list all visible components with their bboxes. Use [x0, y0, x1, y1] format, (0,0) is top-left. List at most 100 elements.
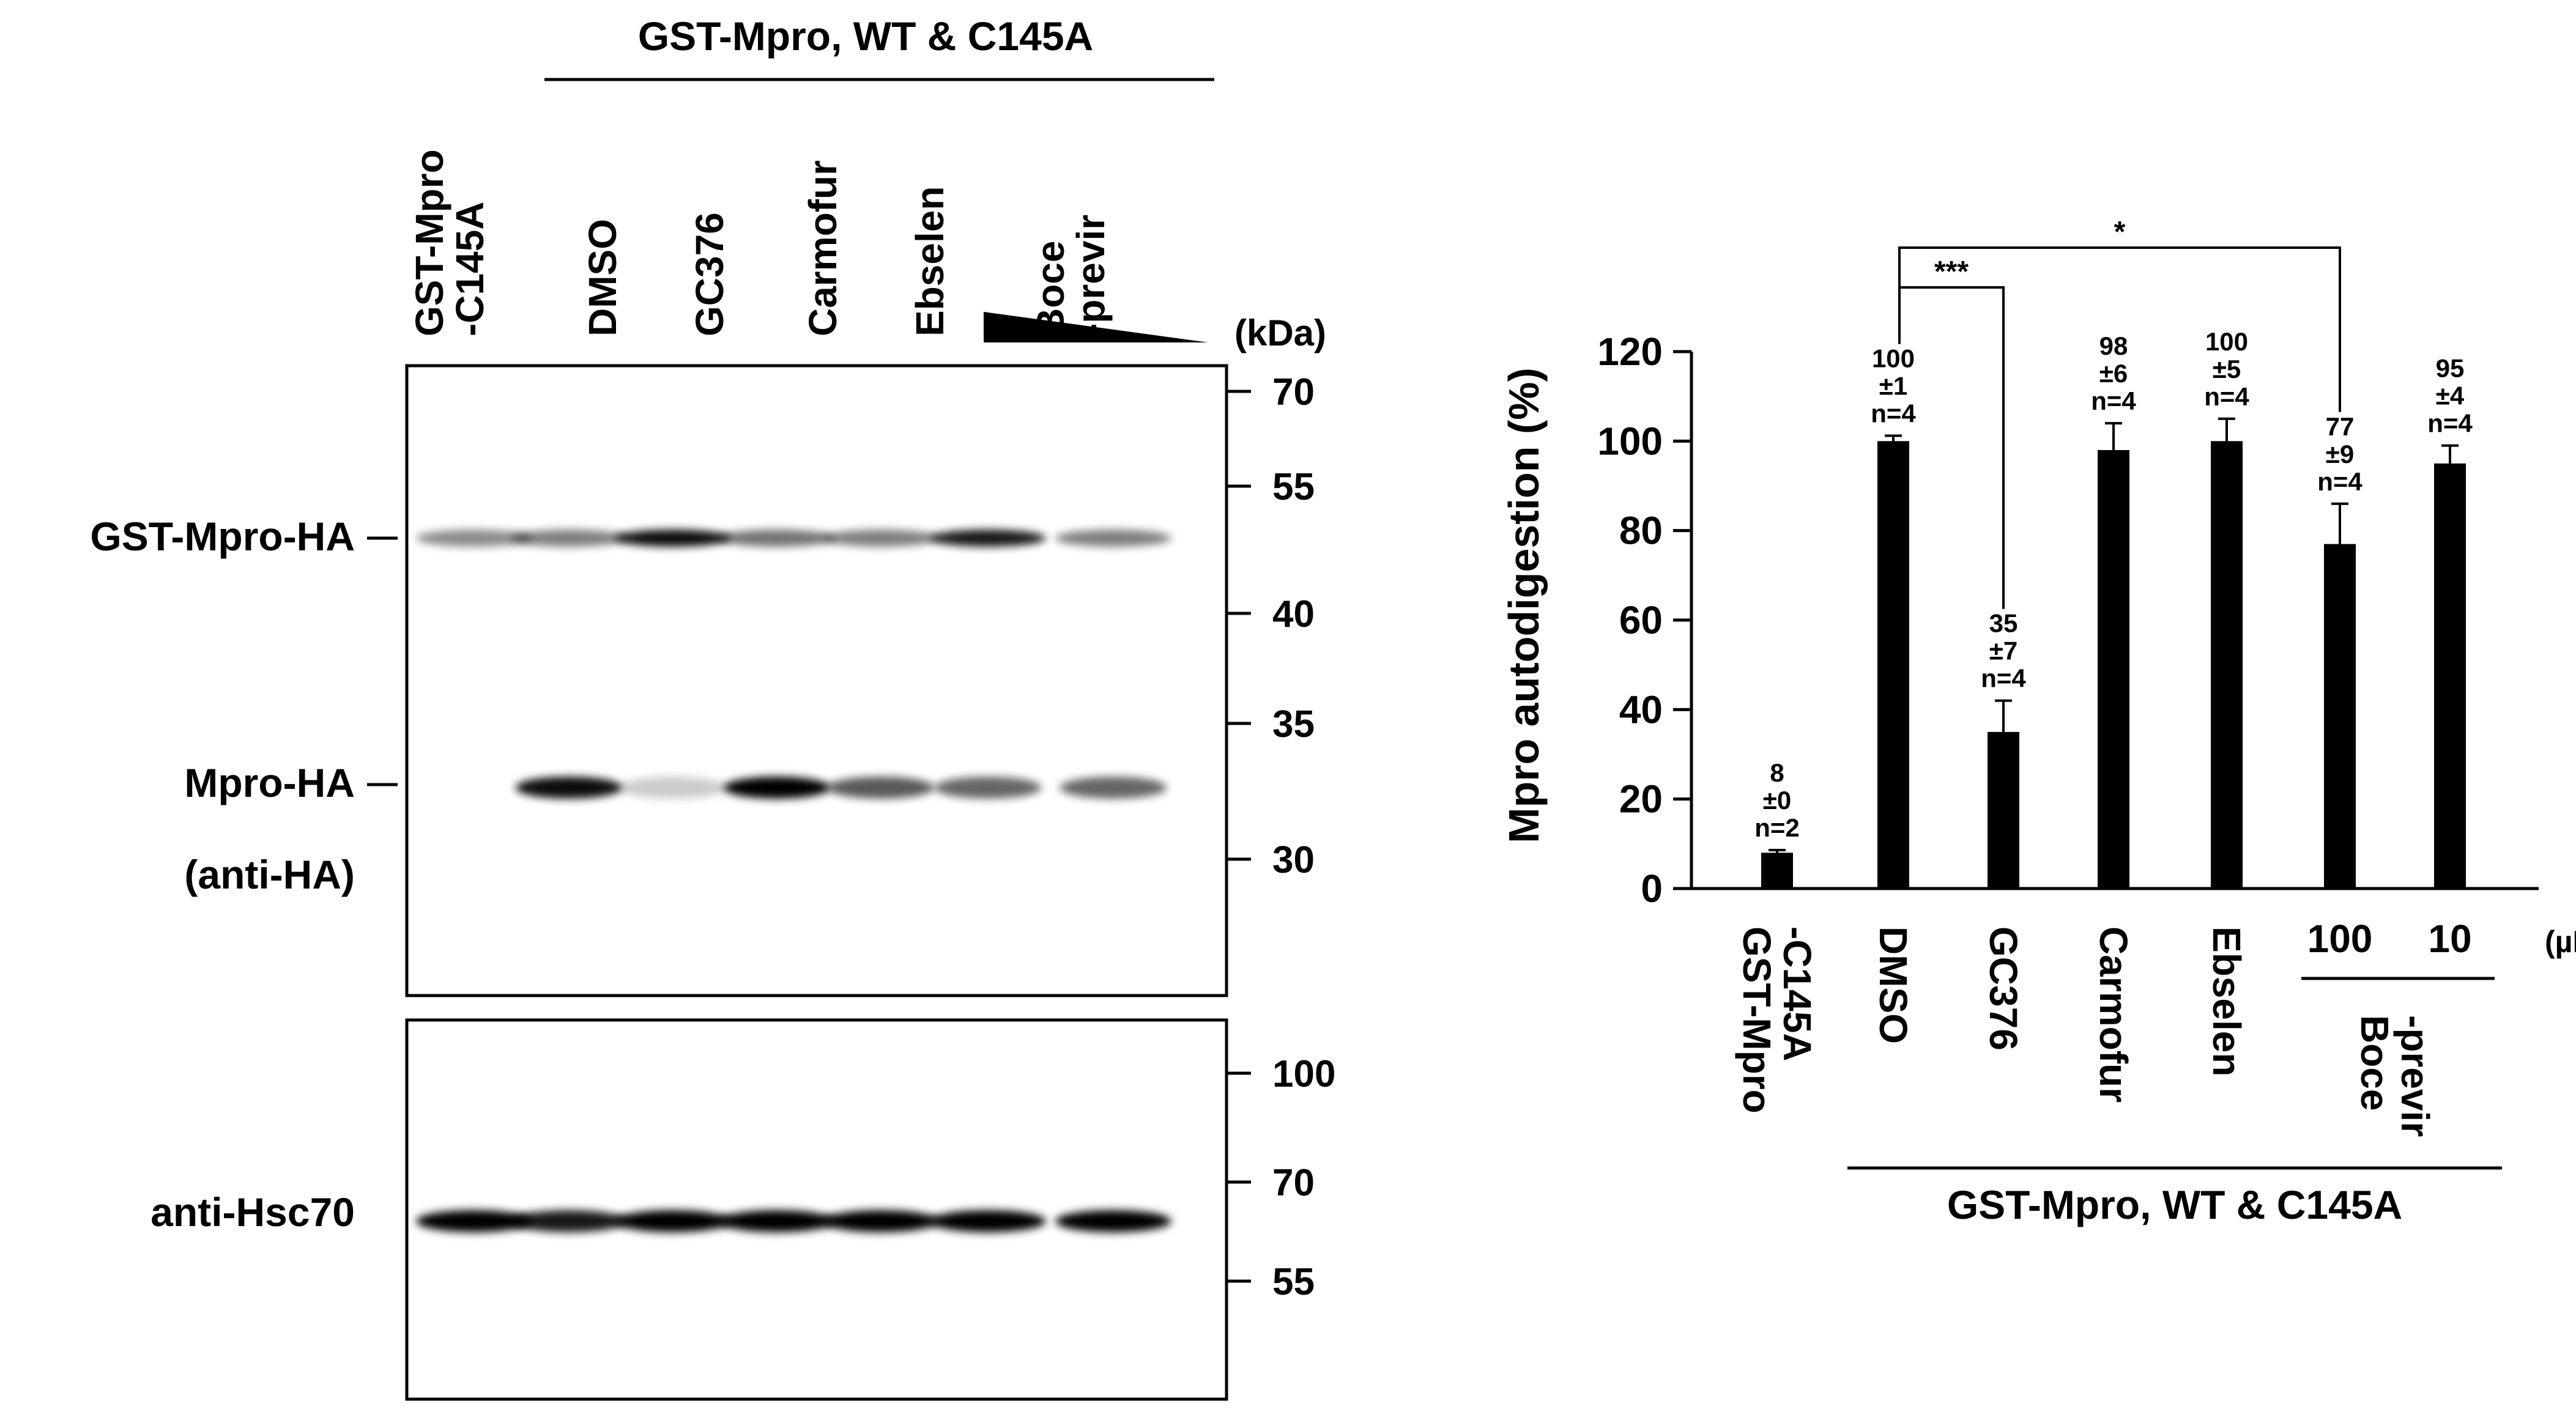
bar-dmso: [1877, 441, 1909, 889]
band-gst-mpro-ha: [615, 530, 731, 547]
lane-label-line: DMSO: [581, 219, 625, 336]
data-label: ±1: [1879, 372, 1907, 401]
x-group-label: GST-Mpro, WT & C145A: [1947, 1182, 2402, 1227]
data-label: 35: [1989, 609, 2018, 638]
data-label: ±6: [2099, 359, 2128, 388]
y-tick-label: 20: [1619, 777, 1663, 821]
data-label: n=4: [1981, 664, 2026, 693]
boceprevir-concentration-wedge: [984, 312, 1208, 342]
y-axis-ticks: 0 20 40 60 80 100 120: [1597, 330, 1691, 911]
bar-gst-mpro-c145a: [1761, 852, 1793, 889]
mw-marker-100: 100: [1272, 1053, 1335, 1095]
data-label: ±9: [2326, 440, 2354, 468]
upper-blot-membrane: [405, 364, 1228, 997]
x-tick-label-gc376: GC376: [1981, 926, 2025, 1051]
x-tick-label-gst-mpro-c145a: GST-Mpro-C145A: [1735, 926, 1819, 1114]
x-axis-category-labels: GST-Mpro-C145A DMSO GC376 Carmofur Ebselen 10…: [1735, 917, 2472, 1137]
band-label-mpro-ha: Mpro-HA: [184, 760, 355, 805]
bar-ebselen: [2211, 441, 2243, 889]
mw-marker-70: 70: [1272, 1162, 1315, 1204]
kda-label: (kDa): [1234, 312, 1326, 353]
band-mpro-ha: [934, 777, 1042, 799]
data-label: 95: [2436, 354, 2465, 383]
data-label: ±4: [2436, 382, 2465, 410]
data-label: 8: [1770, 758, 1784, 787]
unit-label: (µM): [2545, 925, 2576, 959]
data-label: n=4: [2091, 386, 2136, 415]
y-tick-label: 120: [1597, 330, 1663, 374]
lane-label-line: -previr: [1069, 215, 1113, 336]
band-gst-mpro-ha: [823, 530, 939, 547]
lane-label-line: Ebselen: [908, 187, 952, 336]
x-tick-label-line: -C145A: [1775, 926, 1819, 1062]
mw-marker-55: 55: [1272, 1261, 1315, 1303]
lane-label-line: GC376: [688, 212, 732, 336]
band-label-gst-mpro-ha: GST-Mpro-HA: [90, 514, 355, 559]
lane-label-line: Carmofur: [801, 160, 845, 336]
bars: [1761, 417, 2466, 889]
x-tick-label-line: Carmofur: [2092, 926, 2136, 1103]
band-gst-mpro-ha: [511, 530, 627, 547]
bar-100: [2324, 544, 2356, 889]
data-label: 100: [1872, 344, 1915, 373]
significance-bracket: [1898, 286, 2005, 609]
band-gst-mpro-ha: [719, 530, 835, 547]
lane-label-carmofur: Carmofur: [801, 160, 845, 336]
band-mpro-ha: [515, 777, 623, 799]
significance-bracket: [1898, 246, 2341, 412]
data-label: n=4: [2204, 382, 2249, 411]
data-label: ±0: [1763, 786, 1791, 815]
mw-marker-40: 40: [1272, 593, 1315, 635]
band-gst-mpro-ha: [416, 530, 532, 547]
band-hsc70: [1055, 1210, 1171, 1232]
band-mpro-ha: [619, 777, 727, 799]
x-tick-label-ebselen: Ebselen: [2205, 926, 2249, 1076]
x-tick-label-boceprevir: Boce-previr: [2353, 1015, 2437, 1137]
x-tick-label-100: 100: [2307, 917, 2373, 961]
band-label-anti-hsc70: anti-Hsc70: [150, 1189, 355, 1235]
significance-brackets: ****: [1898, 216, 2341, 609]
upper-blot-bands: [416, 530, 1171, 799]
band-gst-mpro-ha: [930, 530, 1046, 547]
lower-blot-membrane: [405, 1018, 1228, 1401]
x-tick-label-carmofur: Carmofur: [2092, 926, 2136, 1103]
significance-label: ***: [1934, 256, 1969, 288]
blot-group-header: GST-Mpro, WT & C145A: [638, 13, 1093, 59]
mw-marker-30: 30: [1272, 839, 1315, 881]
data-label: 100: [2205, 327, 2248, 356]
lower-blot-bands: [416, 1210, 1171, 1232]
lane-label-dmso: DMSO: [581, 219, 625, 336]
lane-label-line: GST-Mpro: [407, 149, 451, 336]
y-axis-label: Mpro autodigestion (%): [1500, 368, 1548, 843]
data-label: 77: [2326, 412, 2355, 441]
y-tick-label: 0: [1641, 867, 1663, 911]
lane-label-boce-previr: Boce-previr: [1028, 215, 1113, 336]
mw-marker-70: 70: [1272, 371, 1315, 413]
band-hsc70: [615, 1210, 731, 1232]
data-label: n=4: [2427, 409, 2473, 438]
bar-annotations: 8±0n=2100±1n=435±7n=498±6n=4100±5n=477±9…: [1754, 327, 2473, 842]
western-blot-panel: GST-Mpro, WT & C145A GST-Mpro-C145A DMSO G…: [90, 13, 1335, 1401]
x-tick-label-line: DMSO: [1871, 926, 1915, 1044]
band-hsc70: [823, 1210, 939, 1232]
band-gst-mpro-ha: [1055, 530, 1171, 547]
lane-label-line: -C145A: [448, 201, 492, 336]
data-label: n=4: [2317, 467, 2363, 496]
band-hsc70: [511, 1210, 627, 1232]
x-tick-label-line: -previr: [2393, 1015, 2437, 1137]
mw-marker-35: 35: [1272, 703, 1315, 745]
bar-chart-panel: Mpro autodigestion (%) 0 20 40 60 80 100 120 8…: [1500, 216, 2576, 1227]
mw-marker-55: 55: [1272, 466, 1315, 508]
data-label: n=2: [1754, 813, 1800, 842]
x-tick-label-line: GST-Mpro: [1735, 926, 1779, 1114]
band-mpro-ha: [827, 777, 935, 799]
band-label-anti-ha: (anti-HA): [184, 852, 355, 897]
x-tick-label-line: GC376: [1981, 926, 2025, 1051]
lane-labels: GST-Mpro-C145A DMSO GC376 Carmofur Ebselen Bo…: [407, 149, 1113, 336]
bar-gc376: [1988, 731, 2019, 889]
band-hsc70: [930, 1210, 1046, 1232]
y-tick-label: 80: [1619, 509, 1663, 553]
bar-carmofur: [2098, 449, 2129, 889]
x-tick-label-dmso: DMSO: [1871, 926, 1915, 1044]
